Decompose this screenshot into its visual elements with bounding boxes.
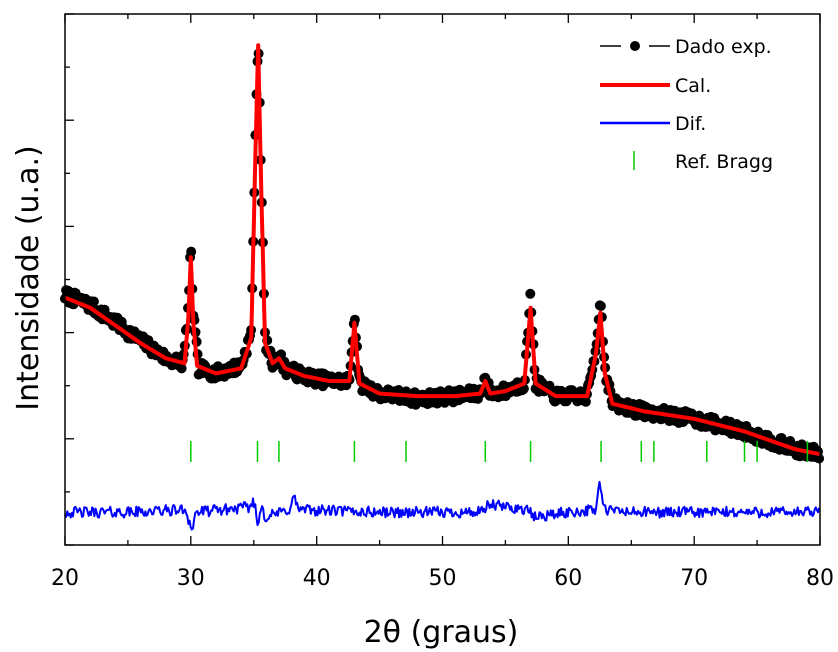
legend-label-dif: Dif. xyxy=(675,113,706,135)
dif-series-line xyxy=(64,480,821,531)
legend-entry-cal: Cal. xyxy=(600,75,711,97)
legend-label-bragg: Ref. Bragg xyxy=(675,151,773,173)
legend-entry-bragg: Ref. Bragg xyxy=(633,151,773,173)
exp-data-point xyxy=(186,246,197,257)
exp-data-point xyxy=(580,396,591,407)
x-tick-label: 20 xyxy=(51,566,79,591)
legend-exp-marker xyxy=(630,41,640,51)
exp-data-point xyxy=(814,453,825,464)
x-tick-label: 80 xyxy=(806,566,834,591)
legend-entry-exp: Dado exp. xyxy=(600,36,772,58)
series-lines xyxy=(63,43,822,531)
exp-data-point xyxy=(349,314,360,325)
plot-axes xyxy=(64,13,821,546)
bragg-reflection-ticks xyxy=(190,441,809,462)
legend-entry-dif: Dif. xyxy=(600,113,706,135)
exp-data-point xyxy=(88,296,99,307)
x-tick-label: 60 xyxy=(554,566,582,591)
cal-series-line xyxy=(63,43,822,457)
x-axis-title: 2θ (graus) xyxy=(364,615,519,650)
y-axis-title: Intensidade (u.a.) xyxy=(11,145,46,410)
exp-data-point xyxy=(595,301,606,311)
x-tick-label: 50 xyxy=(429,566,457,591)
x-tick-label: 30 xyxy=(177,566,205,591)
exp-data-point xyxy=(525,288,536,299)
chart-legend: Dado exp. Cal. Dif. Ref. Bragg xyxy=(600,36,773,173)
exp-data-points xyxy=(60,48,825,464)
exp-data-point xyxy=(176,363,187,374)
legend-label-exp: Dado exp. xyxy=(675,36,772,58)
legend-label-cal: Cal. xyxy=(675,75,711,97)
x-tick-labels: 20 30 40 50 60 70 80 xyxy=(51,566,834,591)
x-tick-label: 40 xyxy=(303,566,331,591)
x-tick-label: 70 xyxy=(680,566,708,591)
